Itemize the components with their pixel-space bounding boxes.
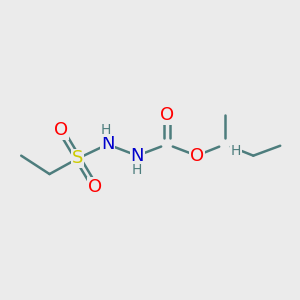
- Text: H: H: [101, 123, 111, 136]
- Text: H: H: [231, 144, 241, 158]
- Text: S: S: [72, 149, 83, 167]
- Text: N: N: [130, 147, 144, 165]
- Text: O: O: [88, 178, 102, 196]
- Text: H: H: [132, 164, 142, 177]
- Text: O: O: [190, 147, 204, 165]
- Text: O: O: [160, 106, 174, 124]
- Text: N: N: [101, 135, 114, 153]
- Text: O: O: [54, 121, 68, 139]
